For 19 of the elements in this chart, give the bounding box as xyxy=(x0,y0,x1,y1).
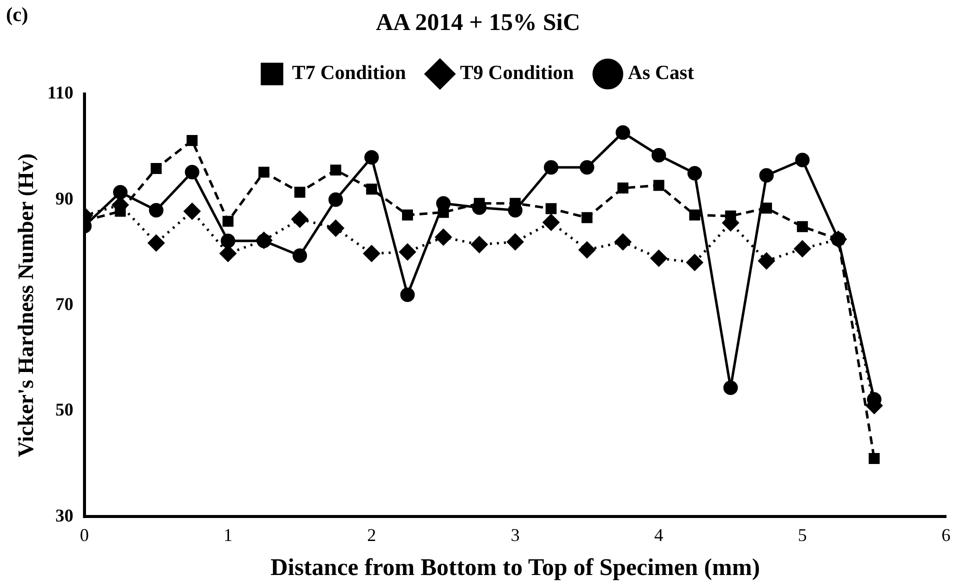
legend-label: As Cast xyxy=(628,62,694,84)
text: (c) xyxy=(6,4,28,27)
chart-title: AA 2014 + 15% SiC xyxy=(376,10,580,36)
y-tick-label: 50 xyxy=(55,400,74,420)
x-tick-label: 3 xyxy=(510,525,520,546)
x-tick-label: 2 xyxy=(367,525,376,546)
x-tick-label: 6 xyxy=(942,525,950,546)
y-tick-label: 70 xyxy=(55,294,74,314)
x-tick-label: 1 xyxy=(224,525,233,546)
x-tick-label: 5 xyxy=(798,525,807,546)
x-tick-label: 4 xyxy=(654,525,664,546)
y-tick-label: 110 xyxy=(47,82,74,103)
y-axis-title: Vicker's Hardness Number (Hv) xyxy=(12,153,38,458)
y-tick-label: 90 xyxy=(55,188,74,208)
y-tick-label: 30 xyxy=(55,505,74,526)
legend-label: T9 Condition xyxy=(460,62,574,84)
x-axis-title: Distance from Bottom to Top of Specimen (mm) xyxy=(270,554,760,581)
legend-label: T7 Condition xyxy=(292,62,406,84)
x-tick-label: 0 xyxy=(80,525,89,546)
